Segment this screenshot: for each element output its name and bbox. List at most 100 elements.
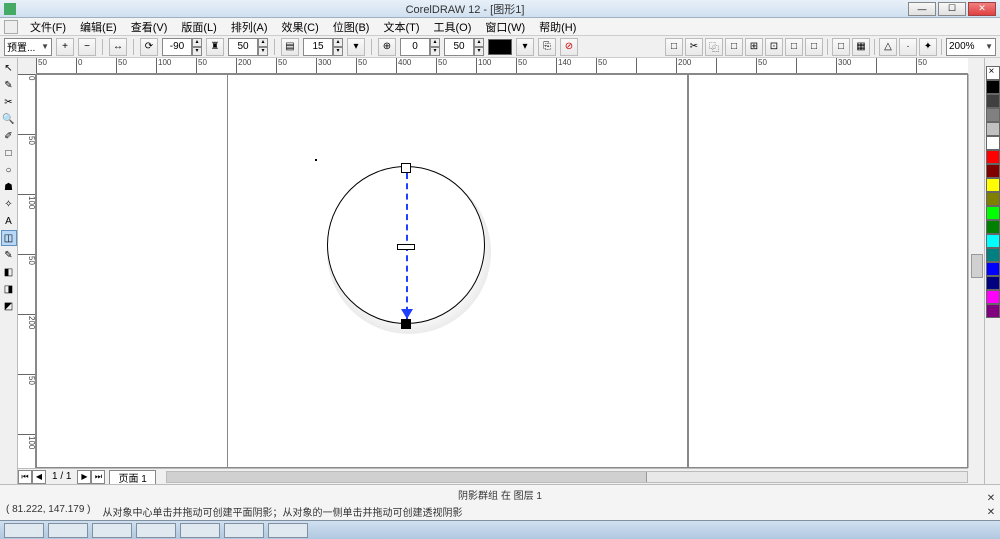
taskbar-item[interactable] xyxy=(92,523,132,538)
color-swatch[interactable] xyxy=(986,136,1000,150)
ruler-vertical[interactable]: 0501005020050100 xyxy=(18,74,36,468)
offset-input[interactable]: ▴▾ xyxy=(400,38,440,56)
toolbar-button-11[interactable]: · xyxy=(899,38,917,56)
color-swatch[interactable] xyxy=(986,276,1000,290)
color-swatch[interactable] xyxy=(986,178,1000,192)
offset-value[interactable] xyxy=(400,38,430,56)
copy-props-button[interactable]: ⎘ xyxy=(538,38,556,56)
angle-input[interactable]: ▴▾ xyxy=(162,38,202,56)
color-swatch[interactable] xyxy=(986,94,1000,108)
taskbar-item[interactable] xyxy=(48,523,88,538)
no-color-swatch[interactable] xyxy=(986,66,1000,80)
fill-indicator-icon[interactable]: ✕ xyxy=(984,507,998,519)
menu-text[interactable]: 文本(T) xyxy=(381,18,421,36)
angle-up[interactable]: ▴ xyxy=(192,38,202,47)
color-swatch[interactable] xyxy=(986,290,1000,304)
toolbar-button-7[interactable]: □ xyxy=(805,38,823,56)
color-swatch[interactable] xyxy=(986,304,1000,318)
toolbar-button-0[interactable]: □ xyxy=(665,38,683,56)
tool-rect[interactable]: □ xyxy=(1,145,17,161)
lock-icon[interactable]: ⊕ xyxy=(378,38,396,56)
tool-fill[interactable]: ◨ xyxy=(1,281,17,297)
canvas[interactable] xyxy=(36,74,968,468)
toolbar-button-6[interactable]: □ xyxy=(785,38,803,56)
color-swatch[interactable] xyxy=(986,164,1000,178)
shadow-slider-handle[interactable] xyxy=(397,244,415,250)
offset-up[interactable]: ▴ xyxy=(430,38,440,47)
taskbar-item[interactable] xyxy=(224,523,264,538)
color-swatch[interactable] xyxy=(986,80,1000,94)
tool-outline[interactable]: ◧ xyxy=(1,264,17,280)
scrollbar-horizontal[interactable] xyxy=(166,471,968,483)
menu-effects[interactable]: 效果(C) xyxy=(280,18,321,36)
menu-help[interactable]: 帮助(H) xyxy=(537,18,578,36)
taskbar-item[interactable] xyxy=(268,523,308,538)
color-swatch[interactable] xyxy=(986,150,1000,164)
opacity-input[interactable]: ▴▾ xyxy=(228,38,268,56)
scrollbar-vertical[interactable] xyxy=(968,74,984,468)
taskbar-item[interactable] xyxy=(180,523,220,538)
toolbar-button-4[interactable]: ⊞ xyxy=(745,38,763,56)
feather-value[interactable] xyxy=(303,38,333,56)
toolbar-button-8[interactable]: □ xyxy=(832,38,850,56)
menu-file[interactable]: 文件(F) xyxy=(28,18,68,36)
tool-freehand[interactable]: ✐ xyxy=(1,128,17,144)
close-button[interactable]: ✕ xyxy=(968,2,996,16)
menu-window[interactable]: 窗口(W) xyxy=(483,18,527,36)
zoom-dropdown[interactable]: 200%▼ xyxy=(946,38,996,56)
color-swatch[interactable] xyxy=(986,192,1000,206)
first-page-button[interactable]: ⏮ xyxy=(18,470,32,484)
last-page-button[interactable]: ⏭ xyxy=(91,470,105,484)
color-swatch[interactable] xyxy=(986,234,1000,248)
tool-interactive-fill[interactable]: ◩ xyxy=(1,298,17,314)
toolbar-button-1[interactable]: ✂ xyxy=(685,38,703,56)
toolbar-button-12[interactable]: ✦ xyxy=(919,38,937,56)
shadow-start-handle[interactable] xyxy=(401,163,411,173)
opacity-up[interactable]: ▴ xyxy=(258,38,268,47)
outline-indicator-icon[interactable]: ✕ xyxy=(984,493,998,505)
menu-layout[interactable]: 版面(L) xyxy=(179,18,218,36)
opacity-down[interactable]: ▾ xyxy=(258,47,268,56)
toolbar-button-10[interactable]: △ xyxy=(879,38,897,56)
color-swatch[interactable] xyxy=(986,122,1000,136)
menu-tools[interactable]: 工具(O) xyxy=(432,18,474,36)
menu-edit[interactable]: 编辑(E) xyxy=(78,18,119,36)
ruler-horizontal[interactable]: 5005010050200503005040050100501405020050… xyxy=(36,58,968,74)
fade-input[interactable]: ▴▾ xyxy=(444,38,484,56)
taskbar-item[interactable] xyxy=(4,523,44,538)
toolbar-button-2[interactable]: ⿻ xyxy=(705,38,723,56)
tool-polygon[interactable]: ☗ xyxy=(1,179,17,195)
color-swatch[interactable] xyxy=(986,220,1000,234)
tool-crop[interactable]: ✂ xyxy=(1,94,17,110)
tool-ellipse[interactable]: ○ xyxy=(1,162,17,178)
clear-shadow-button[interactable]: ⊘ xyxy=(560,38,578,56)
maximize-button[interactable]: ☐ xyxy=(938,2,966,16)
remove-preset-button[interactable]: − xyxy=(78,38,96,56)
menu-view[interactable]: 查看(V) xyxy=(129,18,170,36)
angle-value[interactable] xyxy=(162,38,192,56)
fade-down[interactable]: ▾ xyxy=(474,47,484,56)
tool-eyedropper[interactable]: ✎ xyxy=(1,247,17,263)
color-swatch[interactable] xyxy=(986,206,1000,220)
direction-icon[interactable]: ↔ xyxy=(109,38,127,56)
scrollbar-h-thumb[interactable] xyxy=(167,472,647,482)
feather-input[interactable]: ▴▾ xyxy=(303,38,343,56)
color-dropdown-button[interactable]: ▾ xyxy=(516,38,534,56)
minimize-button[interactable]: — xyxy=(908,2,936,16)
offset-down[interactable]: ▾ xyxy=(430,47,440,56)
tool-pick[interactable]: ↖ xyxy=(1,60,17,76)
angle-down[interactable]: ▾ xyxy=(192,47,202,56)
tool-text[interactable]: A xyxy=(1,213,17,229)
feather-up[interactable]: ▴ xyxy=(333,38,343,47)
tool-zoom[interactable]: 🔍 xyxy=(1,111,17,127)
page-tab[interactable]: 页面 1 xyxy=(109,470,155,484)
add-preset-button[interactable]: + xyxy=(56,38,74,56)
shadow-end-handle[interactable] xyxy=(401,319,411,329)
opacity-value[interactable] xyxy=(228,38,258,56)
feather-down[interactable]: ▾ xyxy=(333,47,343,56)
taskbar-item[interactable] xyxy=(136,523,176,538)
fade-value[interactable] xyxy=(444,38,474,56)
shadow-color-swatch[interactable] xyxy=(488,39,512,55)
color-swatch[interactable] xyxy=(986,248,1000,262)
tool-shadow[interactable]: ◫ xyxy=(1,230,17,246)
